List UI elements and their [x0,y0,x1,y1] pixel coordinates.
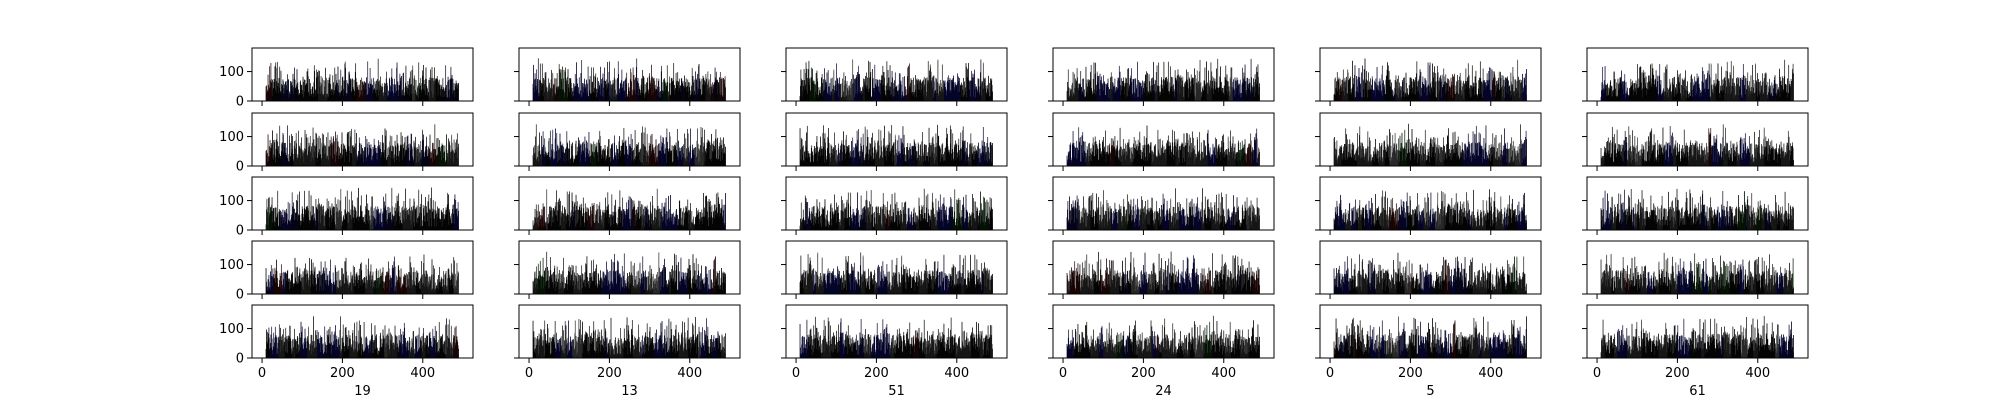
y-tick-label: 0 [236,95,244,110]
subplot-r1-c4 [1048,47,1275,106]
subplot-r1-c1: 0 100 [219,47,474,110]
subplot-r2-c4 [1048,112,1275,171]
bars [532,124,726,167]
y-tick-label: 100 [219,130,244,145]
bars [1333,123,1527,167]
subplot-r2-c3 [781,112,1008,171]
bars [532,58,726,102]
subplot-r2-c2 [514,112,741,171]
bars [799,59,993,102]
bars [1066,125,1260,167]
bars [1333,58,1527,102]
subplot-r2-c1: 0 100 [219,112,474,175]
bars [799,124,993,167]
bars [265,58,459,102]
bars [265,124,459,167]
subplot-r1-c2 [514,47,741,106]
y-tick-label: 0 [236,160,244,175]
subplot-r2-c5 [1315,112,1542,171]
axes-frame [251,47,474,102]
subplot-r1-c6 [1582,47,1809,106]
y-tick-label: 100 [219,65,244,80]
subplot-r1-c3 [781,47,1008,106]
bars [1066,58,1260,102]
subplot-r1-c5 [1315,47,1542,106]
bars [1600,59,1794,102]
